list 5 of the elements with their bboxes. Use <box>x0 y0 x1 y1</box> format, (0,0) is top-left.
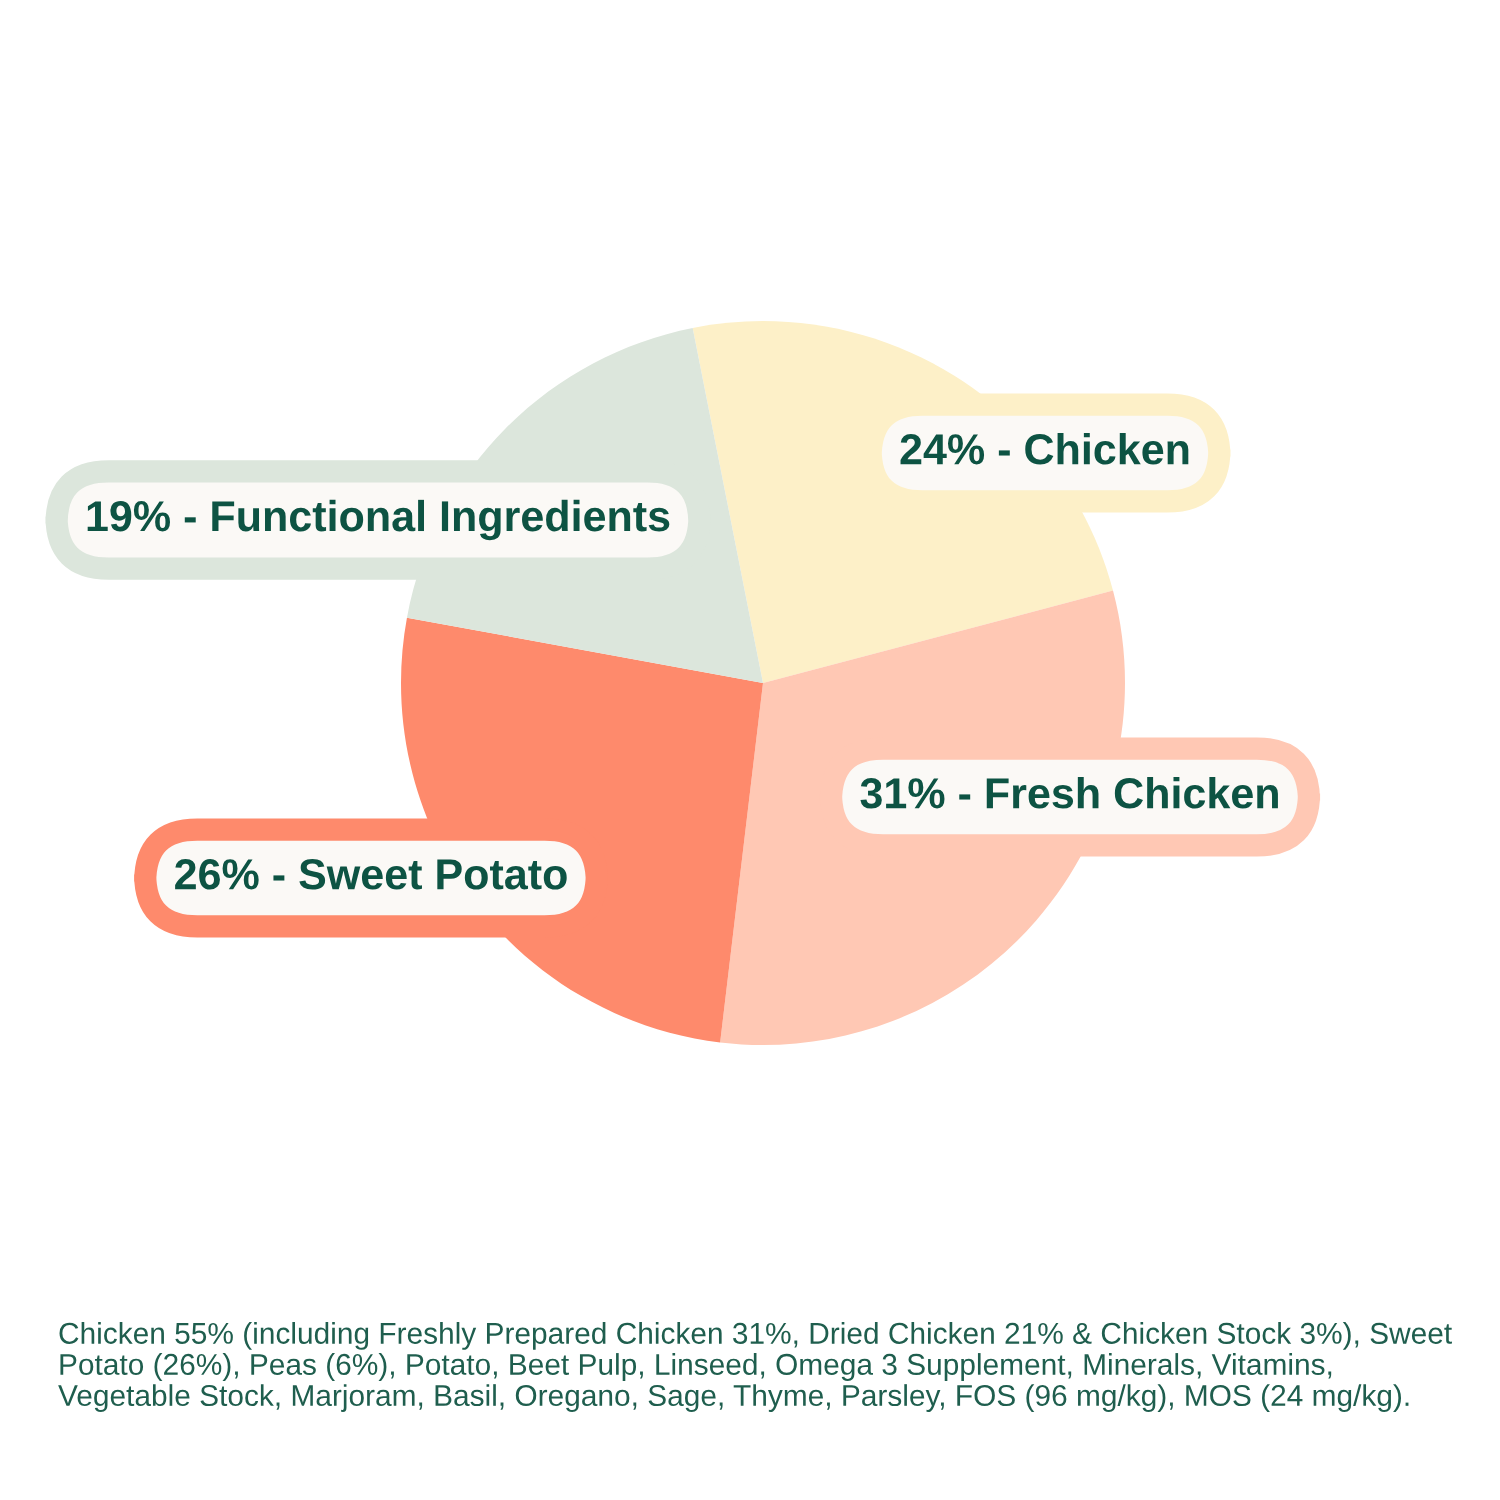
slice-label: 26% - Sweet Potato <box>175 859 567 890</box>
slice-label: 19% - Functional Ingredients <box>87 499 670 541</box>
slice-label: 24% - Chicken <box>900 432 1189 465</box>
text: Chicken 55% (including Freshly Prepared Chicken 31%, Dried Chicken 21% & Chicken Stock 3%), Sweet Potato (26%), Peas (6%), Potato, Beet Pulp, Linseed, Omega 3 Supplement, Minerals, Vitamins, Vegetable Stock, Marjoram, Basil, Oregano, Sage, Thyme, Parsley, FOS (96 mg/kg), MOS (24 mg/kg). <box>58 1322 1452 1412</box>
slice-label: 31% - Fresh Chicken <box>860 776 1278 809</box>
